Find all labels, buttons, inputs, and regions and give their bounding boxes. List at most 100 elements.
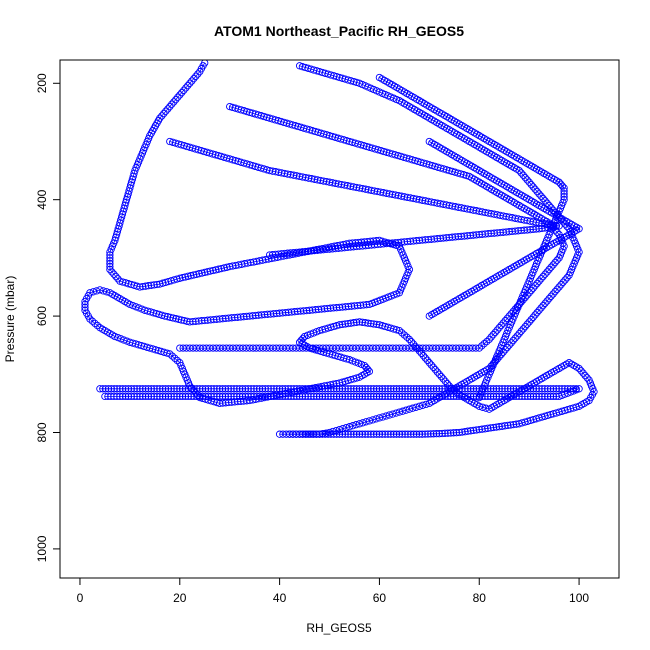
data-point <box>415 385 424 393</box>
data-point <box>204 392 212 401</box>
data-point <box>344 430 352 438</box>
data-point <box>172 95 180 104</box>
data-point <box>106 257 114 265</box>
data-point <box>398 392 406 401</box>
data-point <box>187 272 195 280</box>
data-point <box>218 385 227 393</box>
data-point <box>244 392 252 401</box>
data-point <box>290 392 298 401</box>
data-point <box>553 285 561 293</box>
data-point <box>390 430 398 438</box>
data-point <box>279 430 287 438</box>
data-point <box>106 248 114 256</box>
y-tick-label: 200 <box>35 73 49 93</box>
x-tick-label: 80 <box>473 591 487 605</box>
data-point <box>367 392 375 401</box>
data-point <box>370 320 378 328</box>
data-point <box>196 67 204 76</box>
data-point <box>144 385 153 393</box>
data-point <box>352 318 361 326</box>
data-point <box>329 427 337 436</box>
data-point <box>417 349 426 357</box>
data-point <box>352 430 361 438</box>
data-point <box>543 268 551 276</box>
data-point <box>505 341 513 349</box>
data-point <box>529 313 537 321</box>
data-point <box>344 392 352 401</box>
data-point <box>361 430 369 438</box>
data-point <box>404 430 412 438</box>
data-point <box>361 392 369 401</box>
data-point <box>418 392 426 401</box>
data-point <box>370 392 378 401</box>
data-point <box>498 392 506 401</box>
data-point <box>361 242 370 250</box>
data-point <box>81 297 89 306</box>
data-point <box>270 392 278 401</box>
data-point <box>375 392 384 401</box>
data-point <box>506 385 515 393</box>
data-point <box>244 385 252 393</box>
data-point <box>401 392 409 401</box>
data-point <box>179 344 187 352</box>
data-point <box>437 372 445 381</box>
data-point <box>238 385 247 393</box>
data-point <box>168 352 176 360</box>
data-point <box>575 364 583 373</box>
data-point <box>332 392 341 401</box>
data-point <box>108 268 116 276</box>
data-point <box>147 392 155 401</box>
data-point <box>278 392 287 401</box>
data-point <box>218 392 227 401</box>
data-point <box>372 385 381 393</box>
data-point <box>565 271 573 279</box>
data-point <box>492 423 501 431</box>
data-point <box>221 385 230 393</box>
data-point <box>321 385 329 393</box>
data-point <box>364 392 372 401</box>
data-point <box>295 392 304 401</box>
data-point <box>412 385 421 393</box>
data-point <box>364 319 372 327</box>
data-point <box>475 230 483 239</box>
data-point <box>189 271 198 279</box>
data-point <box>525 318 533 326</box>
data-point <box>318 385 327 393</box>
data-point <box>395 392 404 401</box>
data-point <box>421 354 429 362</box>
data-point <box>365 417 374 425</box>
data-point <box>184 81 192 90</box>
data-point <box>210 385 218 393</box>
data-point <box>398 329 406 337</box>
x-tick-label: 100 <box>569 591 589 605</box>
data-point <box>529 392 538 401</box>
data-point <box>119 392 127 401</box>
data-point <box>270 385 278 393</box>
data-point <box>278 385 287 393</box>
data-point <box>355 385 364 393</box>
data-point <box>163 313 172 321</box>
data-point <box>106 260 114 268</box>
data-point <box>102 288 111 296</box>
data-point <box>515 166 523 175</box>
data-point <box>537 304 545 312</box>
data-point <box>173 385 181 393</box>
data-point <box>537 192 545 200</box>
data-point <box>512 385 520 393</box>
data-point <box>372 415 380 423</box>
data-point <box>552 392 560 401</box>
data-point <box>133 282 141 290</box>
data-point <box>467 427 475 435</box>
data-point <box>364 430 372 438</box>
data-point <box>412 430 421 438</box>
data-point <box>410 385 418 393</box>
data-point <box>385 411 394 419</box>
data-point <box>549 385 558 393</box>
data-point <box>213 392 221 401</box>
data-point <box>195 270 203 278</box>
plot-frame <box>59 59 620 579</box>
data-point <box>435 385 443 393</box>
data-point <box>384 392 392 401</box>
data-point <box>484 424 492 432</box>
